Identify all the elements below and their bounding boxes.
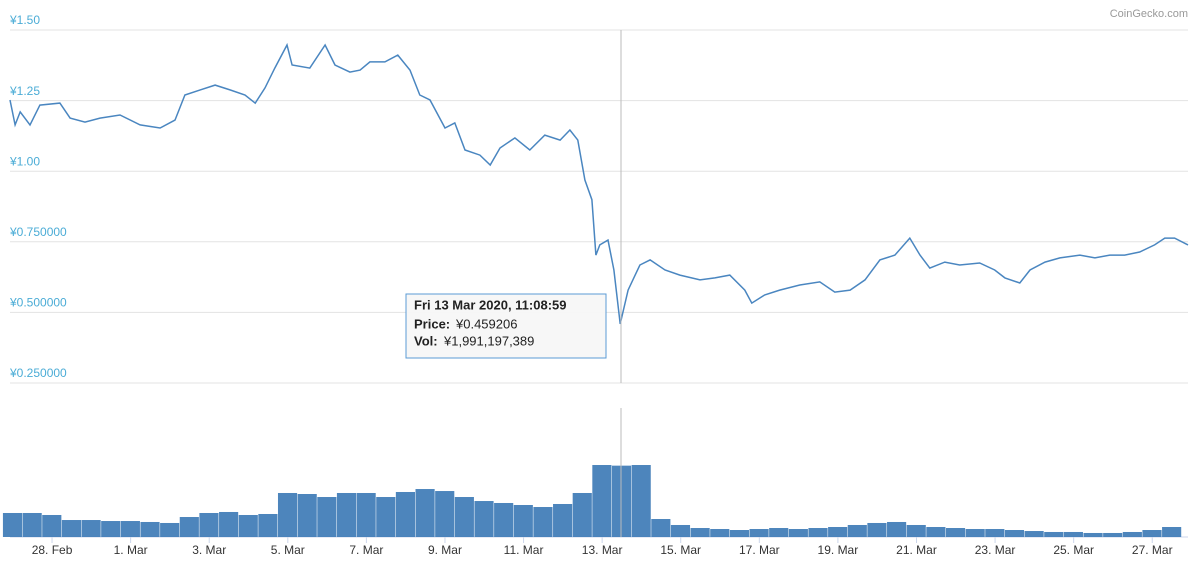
volume-bar (631, 465, 651, 537)
volume-bar (592, 465, 612, 537)
volume-bar (651, 519, 671, 537)
volume-bar (22, 512, 42, 537)
volume-bar (415, 489, 435, 537)
volume-bar (219, 511, 239, 537)
volume-bar (356, 492, 376, 537)
volume-bar (1004, 530, 1025, 537)
y-tick-label: ¥1.25 (9, 84, 40, 98)
tooltip-box (405, 293, 607, 359)
volume-bar (494, 502, 514, 537)
volume-bar (572, 492, 592, 537)
price-line (9, 42, 1189, 325)
x-tick-label: 11. Mar (504, 543, 544, 557)
volume-bar (670, 524, 691, 537)
volume-bar (81, 520, 101, 537)
volume-bar (454, 497, 474, 537)
volume-bar (474, 501, 494, 537)
x-tick-label: 13. Mar (582, 543, 623, 557)
volume-bar (553, 503, 573, 537)
tooltip-date: Fri 13 Mar 2020, 11:08:59 (414, 297, 567, 312)
y-tick-label: ¥0.500000 (9, 296, 67, 310)
tooltip-vol-label: Vol: (414, 333, 438, 348)
x-tick-label: 28. Feb (32, 543, 73, 557)
volume-bar (1044, 531, 1064, 537)
x-tick-label: 5. Mar (271, 543, 305, 557)
volume-bar (101, 521, 121, 537)
volume-bar (179, 517, 199, 537)
x-tick-label: 15. Mar (660, 543, 701, 557)
volume-bar (258, 513, 278, 537)
volume-bar (140, 521, 160, 537)
volume-bar (297, 494, 317, 537)
volume-bar (395, 491, 416, 537)
y-tick-label: ¥0.250000 (9, 366, 67, 380)
plot (9, 42, 1189, 325)
volume-bar (120, 521, 140, 537)
volume-bar (1103, 532, 1123, 537)
y-tick-label: ¥1.50 (9, 13, 40, 27)
y-tick-label: ¥0.750000 (9, 225, 67, 239)
volume-bar (61, 520, 82, 537)
volume-bar (277, 492, 298, 537)
volume-bar (769, 528, 789, 537)
volume-bar (729, 530, 749, 537)
credit: CoinGecko.com (1110, 8, 1188, 20)
volume-bar (710, 529, 730, 537)
x-tick-label: 17. Mar (739, 543, 780, 557)
volume-bar (808, 528, 828, 537)
tooltip-price-label: Price: (414, 316, 450, 331)
volume-bar (1083, 532, 1103, 537)
x-tick-label: 23. Mar (975, 543, 1016, 557)
volume-bar (376, 497, 396, 537)
volume-bars (2, 465, 1182, 537)
volume-bar (945, 528, 966, 537)
volume-bar (2, 512, 23, 537)
volume-bar (533, 507, 553, 537)
volume-bar (867, 522, 887, 537)
x-tick-label: 27. Mar (1132, 543, 1173, 557)
x-tick-label: 9. Mar (428, 543, 462, 557)
volume-bar (435, 491, 455, 537)
y-tick-label: ¥1.00 (9, 154, 40, 168)
volume-bar (847, 524, 867, 537)
volume-bar (965, 529, 985, 537)
volume-bar (985, 529, 1005, 537)
volume-bar (317, 497, 337, 537)
volume-bar (42, 514, 62, 537)
volume-bar (887, 521, 907, 537)
volume-bar (906, 524, 926, 537)
x-tick-label: 1. Mar (114, 543, 148, 557)
volume-bar (1142, 530, 1162, 537)
tooltip-vol: ¥1,991,197,389 (443, 333, 534, 348)
volume-bar (611, 465, 632, 537)
x-tick-label: 7. Mar (349, 543, 383, 557)
tooltip: Fri 13 Mar 2020, 11:08:59 Price: ¥0.4592… (405, 293, 607, 359)
volume-bar (1122, 531, 1142, 537)
volume-bar (788, 529, 808, 537)
grid: ¥0.250000 ¥0.500000 ¥0.750000 ¥1.00 ¥1.25 ¥1.… (9, 13, 1188, 557)
volume-bar (690, 528, 710, 537)
tooltip-price: ¥0.459206 (455, 316, 517, 331)
x-tick-label: 19. Mar (818, 543, 859, 557)
x-tick-label: 21. Mar (896, 543, 937, 557)
volume-bar (1024, 531, 1044, 537)
volume-bar (828, 527, 848, 537)
volume-bar (749, 529, 769, 537)
volume-bar (926, 527, 946, 537)
volume-bar (160, 522, 180, 537)
volume-bar (1063, 531, 1083, 537)
volume-bar (199, 512, 219, 537)
x-tick-label: 3. Mar (192, 543, 226, 557)
volume-bar (336, 492, 357, 537)
x-tick-label: 25. Mar (1053, 543, 1094, 557)
volume-bar (513, 505, 533, 537)
volume-bar (1162, 527, 1182, 537)
volume-bar (238, 514, 258, 537)
